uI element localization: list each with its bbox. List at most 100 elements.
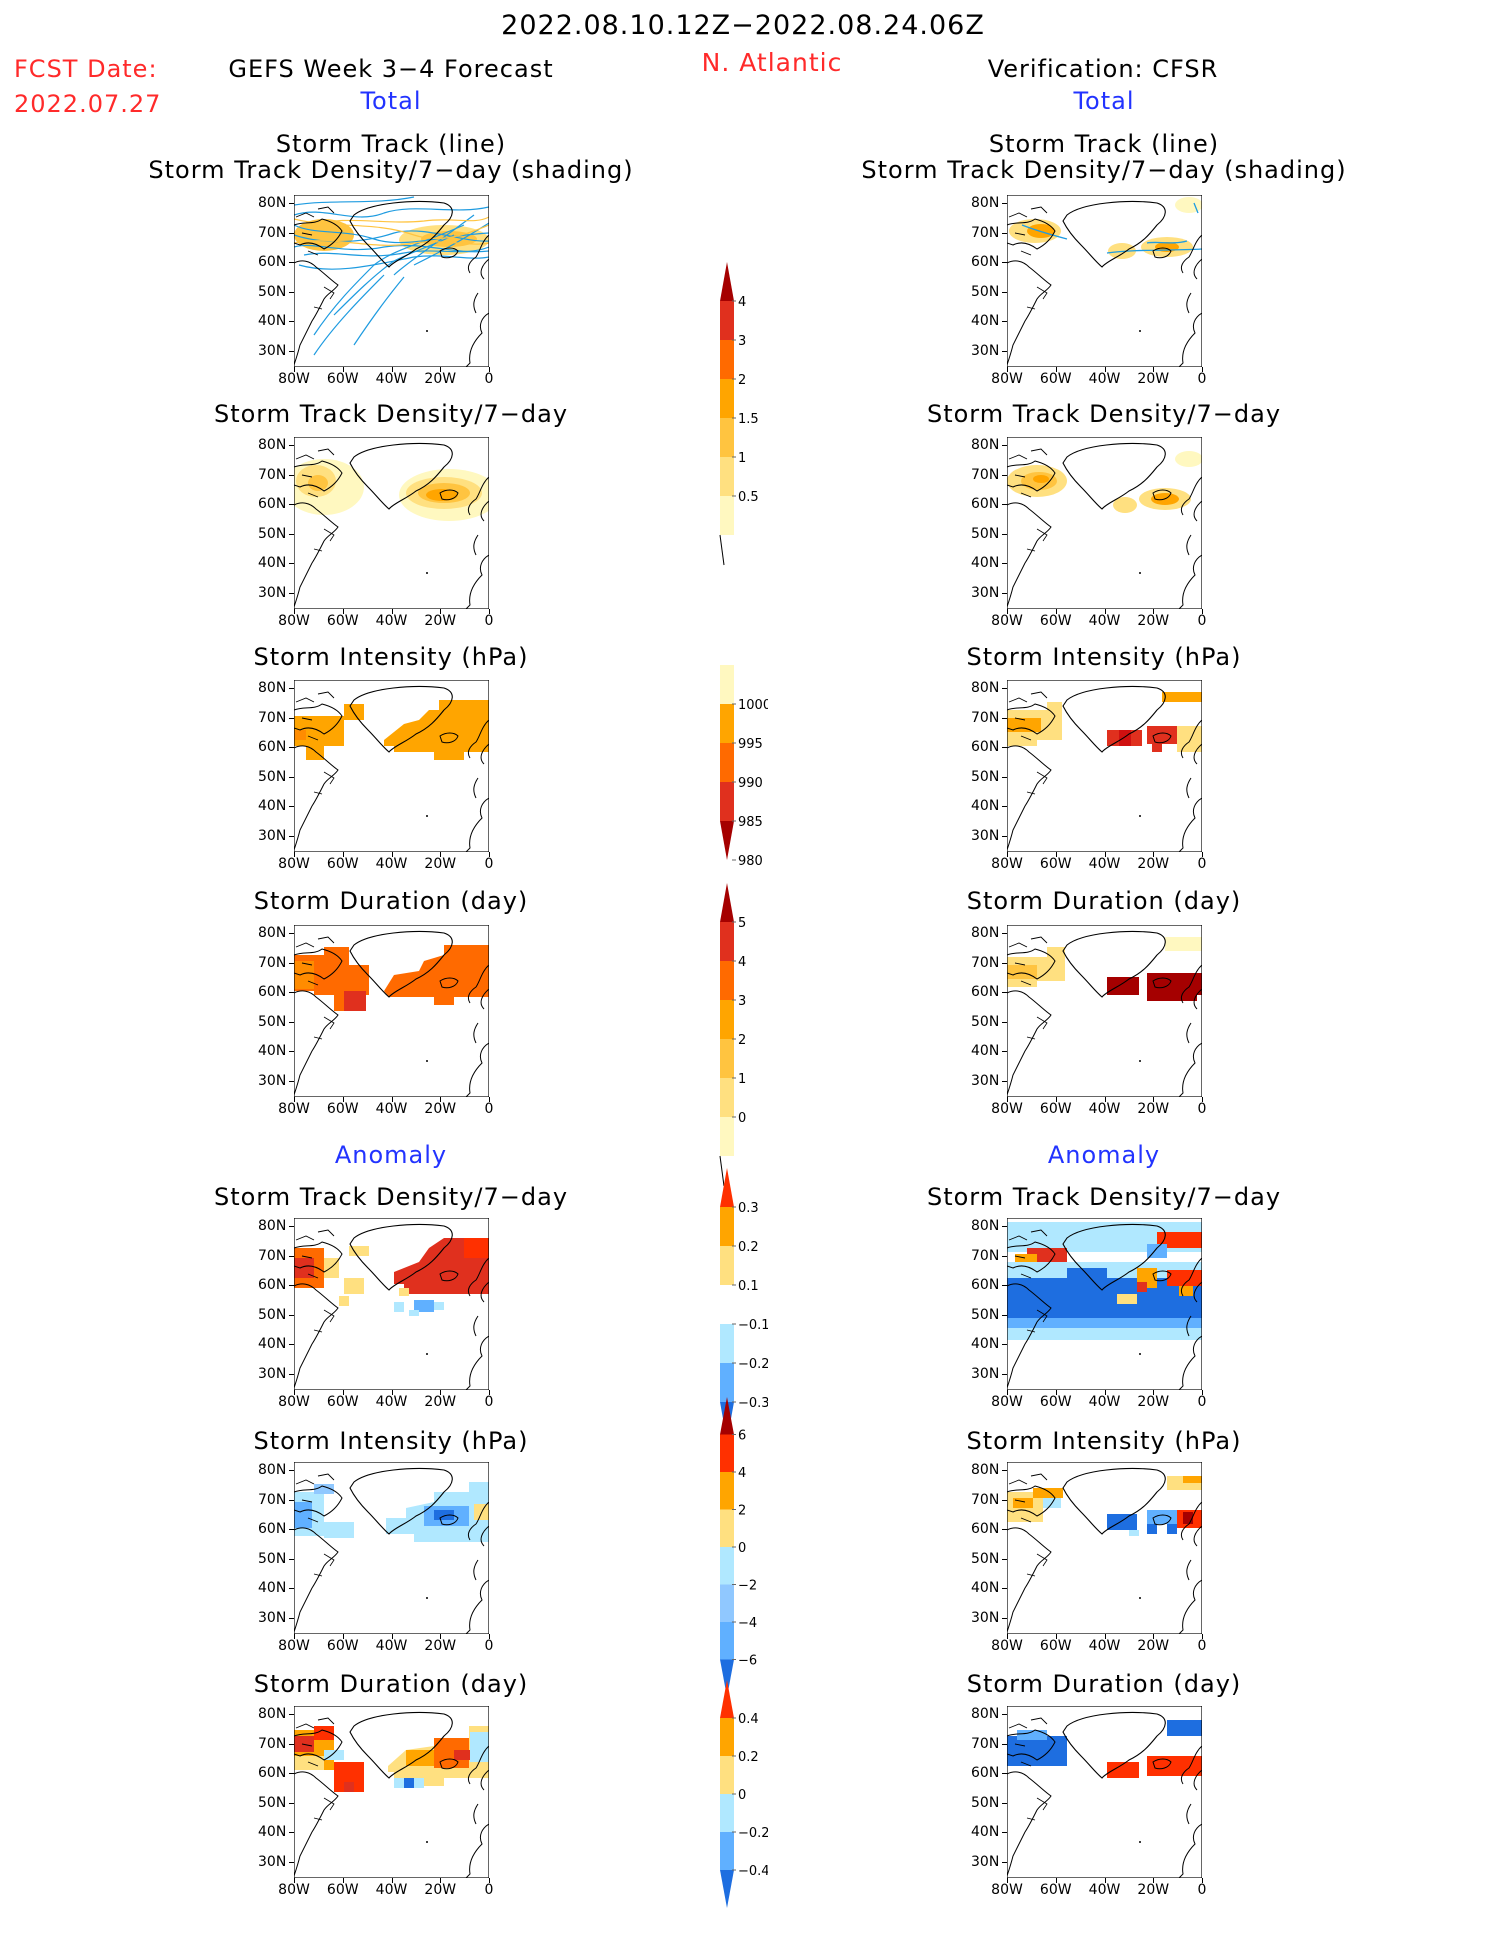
lat-tick (1002, 1499, 1007, 1501)
lat-label: 60N (971, 1765, 1000, 1781)
title-track-line-right: Storm Track (line) (988, 130, 1220, 158)
colorbar-label: 995 (738, 737, 763, 752)
colorbar-label: 6 (738, 1429, 746, 1444)
colorbar-swatch (720, 457, 734, 496)
lat-label: 40N (971, 1043, 1000, 1059)
lon-tick (489, 367, 490, 372)
model-title: GEFS Week 3−4 Forecast (228, 55, 554, 83)
lon-tick (294, 852, 295, 857)
fcst-label: FCST Date: (14, 55, 158, 83)
lat-tick (289, 1832, 294, 1833)
lat-label: 40N (971, 313, 1000, 329)
lat-tick (289, 1314, 294, 1316)
lat-tick (1002, 1832, 1007, 1833)
lat-label: 70N (258, 224, 287, 241)
colorbar-swatch (720, 1659, 734, 1697)
lat-label: 60N (971, 984, 1000, 1000)
colorbar-label: 990 (738, 776, 763, 791)
colorbar-total-intensity: 1000 995 990 985 980 (720, 665, 768, 869)
lon-label: 0 (484, 1101, 494, 1117)
lon-tick (1007, 367, 1008, 372)
lon-label: 60W (326, 613, 359, 629)
lat-label: 70N (971, 1247, 1000, 1264)
lat-tick (1002, 1080, 1007, 1082)
lat-label: 30N (258, 342, 287, 359)
lon-tick (342, 609, 344, 614)
lat-label: 40N (258, 555, 287, 571)
lat-tick (289, 1285, 294, 1286)
map-density-forecast (294, 437, 489, 609)
lat-tick (1002, 933, 1007, 934)
lat-label: 40N (258, 1824, 287, 1840)
map-duration-forecast (294, 925, 489, 1097)
lat-tick (289, 1588, 294, 1589)
lon-label: 60W (1039, 371, 1072, 387)
lon-tick (440, 609, 442, 614)
lon-tick (1153, 1634, 1155, 1639)
lat-label: 50N (971, 1794, 1000, 1811)
lat-label: 50N (258, 525, 287, 542)
lat-label: 30N (971, 1853, 1000, 1870)
lat-tick (289, 203, 294, 204)
lat-label: 60N (971, 254, 1000, 270)
lon-label: 80W (991, 1638, 1023, 1654)
lat-label: 50N (971, 525, 1000, 542)
lon-tick (342, 1390, 344, 1395)
title-track-shading-left: Storm Track Density/7−day (shading) (148, 156, 634, 184)
colorbar-label: 1 (738, 451, 746, 466)
lat-tick (289, 806, 294, 807)
lon-label: 80W (278, 1101, 310, 1117)
lon-tick (391, 1390, 393, 1395)
lat-tick (289, 1802, 294, 1804)
colorbar-label: 2 (738, 1504, 746, 1519)
lon-label: 0 (1197, 371, 1207, 387)
lat-label: 70N (258, 709, 287, 726)
lon-tick (1153, 1390, 1155, 1395)
title-intensity-right: Storm Intensity (hPa) (966, 643, 1242, 671)
colorbar-swatch (720, 743, 734, 782)
lon-tick (1104, 1878, 1106, 1883)
lon-label: 40W (375, 371, 408, 387)
section-anomaly-right: Anomaly (1047, 1141, 1161, 1169)
lat-label: 70N (258, 466, 287, 483)
lon-tick (440, 1097, 442, 1102)
lat-label: 30N (971, 1609, 1000, 1626)
lat-tick (289, 592, 294, 594)
lat-tick (1002, 563, 1007, 564)
lat-tick (289, 1743, 294, 1745)
lon-tick (489, 1634, 490, 1639)
lon-tick (440, 1390, 442, 1395)
lon-label: 0 (1197, 1394, 1207, 1410)
lat-label: 60N (258, 739, 287, 755)
lon-tick (391, 1097, 393, 1102)
lat-label: 30N (971, 1365, 1000, 1382)
lat-tick (289, 1773, 294, 1774)
lat-tick (1002, 806, 1007, 807)
title-density-right: Storm Track Density/7−day (926, 400, 1282, 428)
lat-label: 60N (258, 1277, 287, 1293)
colorbar-swatch (720, 1363, 734, 1402)
lon-label: 20W (1137, 1882, 1170, 1898)
title-intensity-left: Storm Intensity (hPa) (253, 643, 529, 671)
lon-tick (489, 1097, 490, 1102)
lat-tick (289, 1529, 294, 1530)
lon-tick (1202, 1390, 1203, 1395)
lon-tick (1153, 1097, 1155, 1102)
lat-label: 30N (258, 584, 287, 601)
colorbar-label: 4 (738, 955, 746, 970)
lat-label: 70N (971, 1735, 1000, 1752)
colorbar-total-density: 4 3 2 1.5 1 0.5 (719, 262, 759, 566)
lon-label: 80W (991, 1101, 1023, 1117)
lat-tick (1002, 962, 1007, 964)
lat-tick (1002, 1285, 1007, 1286)
lat-label: 70N (258, 1247, 287, 1264)
lat-tick (1002, 321, 1007, 322)
colorbar-label: 2 (738, 1033, 746, 1048)
map-intensity-forecast (294, 680, 489, 852)
colorbar-label: 0 (738, 1541, 746, 1556)
colorbar-swatch (720, 1718, 734, 1756)
lat-label: 30N (971, 342, 1000, 359)
colorbar-swatch (720, 379, 734, 418)
colorbar-swatch (720, 1117, 734, 1156)
lon-tick (1104, 609, 1106, 614)
